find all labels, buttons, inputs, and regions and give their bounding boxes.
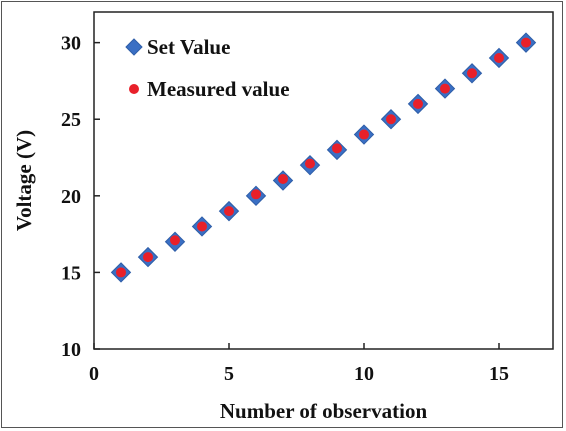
y-tick-label: 20 — [61, 186, 81, 208]
legend-label-set-value: Set Value — [147, 35, 230, 59]
measured-value-point — [305, 158, 315, 169]
measured-value-point — [521, 37, 531, 48]
y-tick-label: 10 — [61, 339, 81, 361]
legend-marker-set-value — [125, 38, 143, 56]
y-tick-label: 15 — [61, 262, 81, 284]
measured-value-point — [359, 129, 369, 140]
measured-value-point — [116, 267, 126, 278]
measured-value-point — [278, 173, 288, 184]
measured-value-point — [467, 68, 477, 79]
measured-value-point — [386, 114, 396, 125]
measured-value-point — [251, 189, 261, 200]
plot-area — [93, 11, 554, 350]
x-axis-title: Number of observation — [220, 399, 428, 423]
axis-ticks — [93, 41, 500, 350]
y-tick-label: 30 — [61, 33, 81, 55]
x-tick-label: 0 — [89, 363, 99, 385]
measured-value-point — [332, 143, 342, 154]
legend: Set Value Measured value — [125, 35, 290, 101]
x-tick-label: 15 — [489, 363, 509, 385]
y-tick-label: 25 — [61, 109, 81, 131]
measured-value-point — [224, 206, 234, 217]
legend-marker-measured-value — [129, 84, 139, 94]
measured-value-point — [494, 52, 504, 63]
x-tick-label: 10 — [354, 363, 374, 385]
measured-value-point — [170, 235, 180, 246]
measured-value-point — [440, 83, 450, 94]
measured-value-point — [197, 221, 207, 232]
x-tick-label: 5 — [224, 363, 234, 385]
measured-value-point — [143, 252, 153, 263]
legend-label-measured-value: Measured value — [147, 77, 290, 101]
data-markers — [110, 32, 537, 283]
y-axis-title: Voltage (V) — [12, 130, 36, 231]
measured-value-point — [413, 98, 423, 109]
axis-tick-labels: 0 5 10 15 10 15 20 25 30 — [61, 33, 509, 385]
